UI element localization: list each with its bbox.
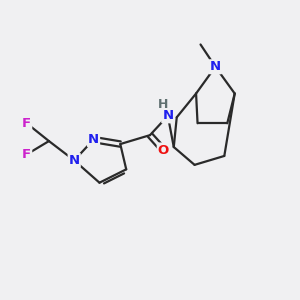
Text: N: N: [162, 109, 173, 122]
Text: H: H: [158, 98, 169, 111]
Text: N: N: [69, 154, 80, 167]
Text: N: N: [210, 60, 221, 73]
Text: F: F: [22, 117, 31, 130]
Text: N: N: [88, 133, 99, 146]
Text: F: F: [22, 148, 31, 161]
Text: O: O: [158, 143, 169, 157]
